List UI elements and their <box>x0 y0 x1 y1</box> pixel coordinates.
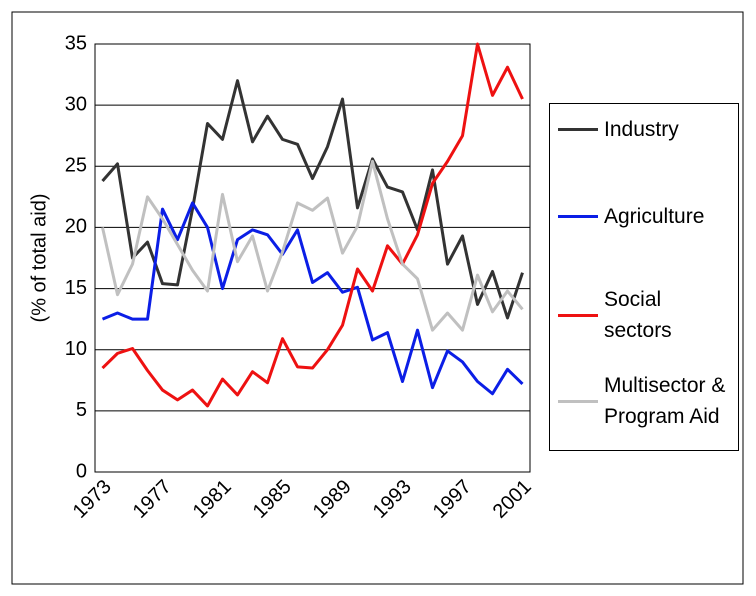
legend-item: Social sectors <box>558 284 736 346</box>
y-tick-label: 35 <box>65 32 87 54</box>
legend-swatch <box>558 128 598 131</box>
y-tick-label: 15 <box>65 277 87 299</box>
legend-label: Multisector & Program Aid <box>604 374 726 428</box>
legend-swatch <box>558 313 598 317</box>
plot-area <box>94 43 531 473</box>
series-line <box>101 201 524 396</box>
series-line <box>101 159 524 332</box>
x-tick-label: 1997 <box>429 476 476 523</box>
x-tick-label: 1977 <box>129 476 176 523</box>
y-axis-label: (% of total aid) <box>28 194 50 323</box>
legend-label: Agriculture <box>604 205 705 228</box>
x-tick-label: 1985 <box>249 476 296 523</box>
series-line <box>101 79 524 320</box>
x-tick-label: 1973 <box>69 476 116 523</box>
x-tick-label: 1981 <box>189 476 236 523</box>
legend: Industry Agriculture Social sectors Multise… <box>549 103 739 451</box>
x-tick-label: 2001 <box>489 476 536 523</box>
y-tick-label: 20 <box>65 216 87 238</box>
legend-label: Social sectors <box>604 288 672 342</box>
legend-item: Agriculture <box>558 201 736 232</box>
chart-border <box>11 11 744 585</box>
y-tick-label: 10 <box>65 338 87 360</box>
legend-swatch <box>558 215 598 218</box>
x-tick-label: 1989 <box>309 476 356 523</box>
y-tick-label: 5 <box>76 399 87 421</box>
y-tick-label: 25 <box>65 155 87 177</box>
legend-item: Multisector & Program Aid <box>558 370 736 432</box>
y-tick-label: 30 <box>65 93 87 115</box>
legend-label: Industry <box>604 118 679 141</box>
y-tick-label: 0 <box>76 460 87 482</box>
series-line <box>101 42 524 408</box>
legend-swatch <box>558 399 598 403</box>
legend-item: Industry <box>558 114 736 145</box>
x-tick-label: 1993 <box>369 476 416 523</box>
